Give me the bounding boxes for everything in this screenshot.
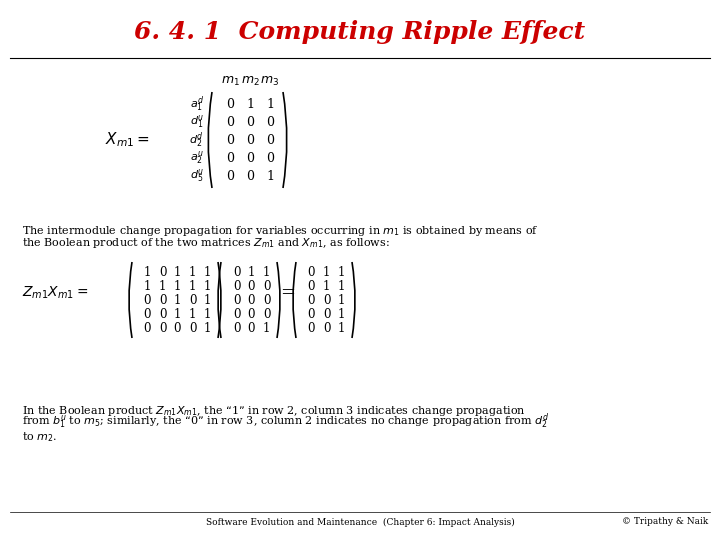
Text: $d_2^d$: $d_2^d$ (189, 130, 204, 150)
Text: 1: 1 (204, 321, 211, 334)
Text: from $b_1^u$ to $m_5$; similarly, the “0” in row 3, column 2 indicates no change: from $b_1^u$ to $m_5$; similarly, the “0… (22, 411, 549, 431)
Text: 0: 0 (233, 321, 240, 334)
Text: 0: 0 (323, 307, 330, 321)
Text: In the Boolean product $Z_{m1}X_{m1}$, the “1” in row 2, column 3 indicates chan: In the Boolean product $Z_{m1}X_{m1}$, t… (22, 404, 526, 418)
Text: 0: 0 (266, 133, 274, 146)
Text: 1: 1 (204, 266, 211, 279)
Text: 0: 0 (246, 152, 254, 165)
Text: =: = (281, 284, 295, 302)
Text: 1: 1 (323, 266, 330, 279)
Text: 0: 0 (158, 266, 166, 279)
Text: 0: 0 (248, 280, 256, 293)
Text: 0: 0 (158, 321, 166, 334)
Text: 0: 0 (263, 307, 270, 321)
Text: 1: 1 (266, 170, 274, 183)
Text: $m_2$: $m_2$ (240, 75, 259, 87)
Text: $a_1^d$: $a_1^d$ (190, 94, 204, 114)
Text: 0: 0 (323, 321, 330, 334)
Text: $X_{m1} =$: $X_{m1} =$ (105, 131, 150, 150)
Text: 0: 0 (307, 321, 315, 334)
Text: $d_5^u$: $d_5^u$ (189, 167, 204, 185)
Text: 0: 0 (144, 321, 151, 334)
Text: $m_3$: $m_3$ (261, 75, 279, 87)
Text: 0: 0 (233, 266, 240, 279)
Text: Software Evolution and Maintenance  (Chapter 6: Impact Analysis): Software Evolution and Maintenance (Chap… (206, 517, 514, 526)
Text: 0: 0 (307, 266, 315, 279)
Text: 1: 1 (263, 266, 270, 279)
Text: 0: 0 (189, 321, 197, 334)
Text: 1: 1 (174, 266, 181, 279)
Text: 1: 1 (266, 98, 274, 111)
Text: 0: 0 (226, 152, 234, 165)
Text: 0: 0 (226, 133, 234, 146)
Text: $m_1$: $m_1$ (220, 75, 240, 87)
Text: 0: 0 (307, 280, 315, 293)
Text: 0: 0 (226, 98, 234, 111)
Text: 1: 1 (323, 280, 330, 293)
Text: 0: 0 (233, 307, 240, 321)
Text: 1: 1 (338, 266, 345, 279)
Text: © Tripathy & Naik: © Tripathy & Naik (622, 517, 708, 526)
Text: 0: 0 (246, 116, 254, 129)
Text: 0: 0 (263, 294, 270, 307)
Text: 0: 0 (226, 116, 234, 129)
Text: The intermodule change propagation for variables occurring in $m_1$ is obtained : The intermodule change propagation for v… (22, 224, 539, 238)
Text: 0: 0 (189, 294, 197, 307)
Text: to $m_2$.: to $m_2$. (22, 430, 58, 444)
Text: $Z_{m1}X_{m1} =$: $Z_{m1}X_{m1} =$ (22, 285, 89, 301)
Text: 0: 0 (174, 321, 181, 334)
Text: 1: 1 (189, 266, 196, 279)
Text: 1: 1 (144, 266, 151, 279)
Text: 1: 1 (159, 280, 166, 293)
Text: 1: 1 (338, 294, 345, 307)
Text: 0: 0 (266, 116, 274, 129)
Text: 1: 1 (174, 307, 181, 321)
Text: 0: 0 (233, 280, 240, 293)
Text: 0: 0 (158, 294, 166, 307)
Text: 1: 1 (338, 321, 345, 334)
Text: 1: 1 (338, 307, 345, 321)
Text: 0: 0 (246, 133, 254, 146)
Text: 0: 0 (248, 321, 256, 334)
Text: $a_2^u$: $a_2^u$ (190, 150, 204, 166)
Text: 0: 0 (307, 307, 315, 321)
Text: 0: 0 (144, 307, 151, 321)
Text: 1: 1 (174, 294, 181, 307)
Text: 1: 1 (263, 321, 270, 334)
Text: the Boolean product of the two matrices $Z_{m1}$ and $X_{m1}$, as follows:: the Boolean product of the two matrices … (22, 236, 390, 250)
Text: 1: 1 (246, 98, 254, 111)
Text: 0: 0 (307, 294, 315, 307)
Text: 1: 1 (204, 294, 211, 307)
Text: 1: 1 (248, 266, 255, 279)
Text: 0: 0 (248, 294, 256, 307)
Text: 0: 0 (246, 170, 254, 183)
Text: $d_1^u$: $d_1^u$ (189, 113, 204, 131)
Text: 0: 0 (263, 280, 270, 293)
Text: 0: 0 (158, 307, 166, 321)
Text: 1: 1 (204, 280, 211, 293)
Text: 1: 1 (338, 280, 345, 293)
Text: 1: 1 (189, 280, 196, 293)
Text: 1: 1 (144, 280, 151, 293)
Text: 0: 0 (323, 294, 330, 307)
Text: 0: 0 (144, 294, 151, 307)
Text: 0: 0 (233, 294, 240, 307)
Text: 1: 1 (204, 307, 211, 321)
Text: 6. 4. 1  Computing Ripple Effect: 6. 4. 1 Computing Ripple Effect (135, 20, 585, 44)
Text: 0: 0 (248, 307, 256, 321)
Text: 0: 0 (226, 170, 234, 183)
Text: 1: 1 (174, 280, 181, 293)
Text: 1: 1 (189, 307, 196, 321)
Text: 0: 0 (266, 152, 274, 165)
